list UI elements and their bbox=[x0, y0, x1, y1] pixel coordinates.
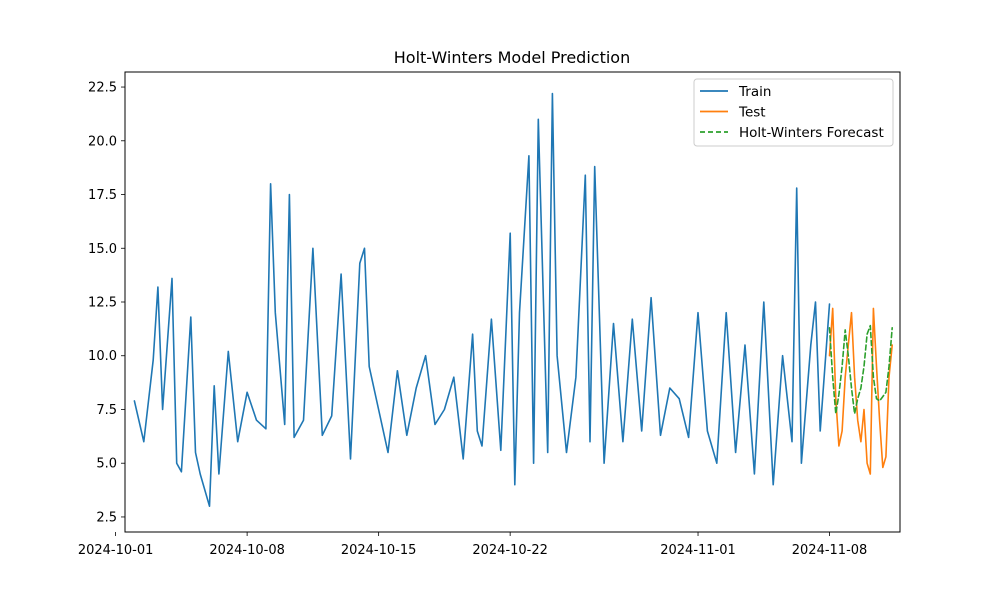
y-tick-label: 10.0 bbox=[88, 349, 117, 364]
y-tick-label: 15.0 bbox=[88, 242, 117, 257]
x-tick-label: 2024-11-01 bbox=[660, 543, 736, 558]
chart-title: Holt-Winters Model Prediction bbox=[394, 48, 630, 67]
x-tick-label: 2024-10-22 bbox=[472, 543, 548, 558]
y-tick-label: 17.5 bbox=[88, 188, 117, 203]
x-tick-label: 2024-10-15 bbox=[341, 543, 417, 558]
x-tick-label: 2024-10-08 bbox=[209, 543, 285, 558]
x-tick-label: 2024-11-08 bbox=[792, 543, 868, 558]
y-tick-label: 20.0 bbox=[88, 134, 117, 149]
legend-box bbox=[693, 78, 894, 147]
legend-label: Holt-Winters Forecast bbox=[739, 125, 884, 141]
y-tick-label: 22.5 bbox=[88, 81, 117, 96]
x-tick-label: 2024-10-01 bbox=[78, 543, 154, 558]
series-line-test bbox=[828, 307, 894, 475]
y-tick-label: 5.0 bbox=[96, 457, 117, 472]
y-tick-label: 7.5 bbox=[96, 403, 117, 418]
axes: 2024-10-01 2024-10-08 2024-10-15 2024-10-22… bbox=[78, 81, 868, 558]
legend: Train Test Holt-Winters Forecast bbox=[693, 78, 894, 147]
y-tick-label: 2.5 bbox=[96, 510, 117, 525]
legend-label: Test bbox=[738, 105, 766, 121]
plot-area bbox=[133, 92, 894, 508]
series-line-train bbox=[133, 92, 831, 508]
series-line-holt-winters-forecast bbox=[828, 324, 894, 415]
legend-label: Train bbox=[738, 84, 771, 100]
y-tick-label: 12.5 bbox=[88, 296, 117, 311]
